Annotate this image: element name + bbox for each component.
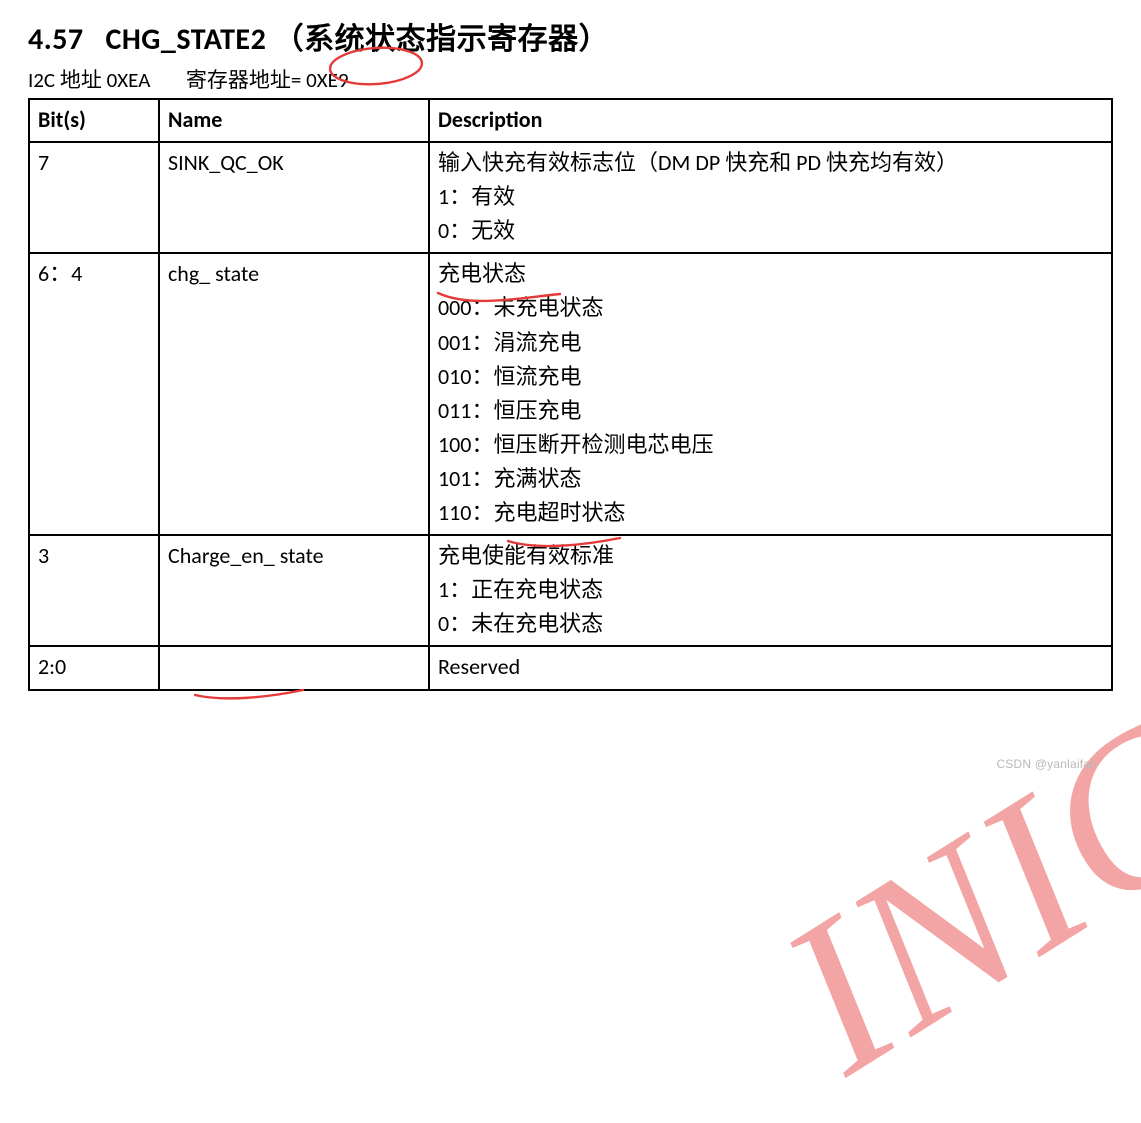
watermark-csdn: CSDN @yanlaifan (996, 757, 1097, 771)
i2c-address: I2C 地址 0XEA (28, 67, 150, 93)
register-address: 寄存器地址= 0XE9 (186, 67, 349, 93)
cell-description: Reserved (429, 646, 1112, 689)
register-table: Bit(s) Name Description 7SINK_QC_OK输入快充有… (28, 98, 1113, 691)
cell-bits: 3 (29, 535, 159, 646)
watermark-large: INIC (740, 666, 1141, 1122)
desc-line: 1：有效 (438, 180, 1103, 214)
desc-line: 100：恒压断开检测电芯电压 (438, 428, 1103, 462)
desc-line: 1：正在充电状态 (438, 573, 1103, 607)
col-name: Name (159, 99, 429, 142)
desc-line: 000：未充电状态 (438, 291, 1103, 325)
cell-bits: 7 (29, 142, 159, 253)
document-page: 4.57 CHG_STATE2 （系统状态指示寄存器） I2C 地址 0XEA … (0, 0, 1141, 709)
table-body: 7SINK_QC_OK输入快充有效标志位（DM DP 快充和 PD 快充均有效）… (29, 142, 1112, 689)
desc-line: 充电使能有效标准 (438, 539, 1103, 573)
desc-line: Reserved (438, 650, 1103, 684)
desc-line: 充电状态 (438, 257, 1103, 291)
cell-name: chg_ state (159, 253, 429, 535)
section-title: 4.57 CHG_STATE2 （系统状态指示寄存器） (28, 14, 1113, 58)
cell-bits: 2:0 (29, 646, 159, 689)
desc-line: 011：恒压充电 (438, 394, 1103, 428)
register-subheader: I2C 地址 0XEA 寄存器地址= 0XE9 (28, 64, 1113, 94)
desc-line: 010：恒流充电 (438, 360, 1103, 394)
cell-name: Charge_en_ state (159, 535, 429, 646)
col-description: Description (429, 99, 1112, 142)
table-row: 2:0 Reserved (29, 646, 1112, 689)
section-number: 4.57 (28, 21, 84, 58)
desc-line: 001：涓流充电 (438, 326, 1103, 360)
cell-description: 充电状态000：未充电状态001：涓流充电010：恒流充电011：恒压充电100… (429, 253, 1112, 535)
desc-line: 110：充电超时状态 (438, 496, 1103, 530)
desc-line: 0：未在充电状态 (438, 607, 1103, 641)
register-name: CHG_STATE2 (106, 21, 267, 58)
cell-name: SINK_QC_OK (159, 142, 429, 253)
desc-line: 101：充满状态 (438, 462, 1103, 496)
cell-name (159, 646, 429, 689)
table-row: 7SINK_QC_OK输入快充有效标志位（DM DP 快充和 PD 快充均有效）… (29, 142, 1112, 253)
col-bits: Bit(s) (29, 99, 159, 142)
register-name-cn: （系统状态指示寄存器） (274, 21, 610, 58)
cell-bits: 6：4 (29, 253, 159, 535)
desc-line: 输入快充有效标志位（DM DP 快充和 PD 快充均有效） (438, 146, 1103, 180)
table-row: 3Charge_en_ state充电使能有效标准1：正在充电状态0：未在充电状… (29, 535, 1112, 646)
cell-description: 输入快充有效标志位（DM DP 快充和 PD 快充均有效）1：有效0：无效 (429, 142, 1112, 253)
desc-line: 0：无效 (438, 214, 1103, 248)
cell-description: 充电使能有效标准1：正在充电状态0：未在充电状态 (429, 535, 1112, 646)
table-row: 6：4chg_ state充电状态000：未充电状态001：涓流充电010：恒流… (29, 253, 1112, 535)
table-header-row: Bit(s) Name Description (29, 99, 1112, 142)
